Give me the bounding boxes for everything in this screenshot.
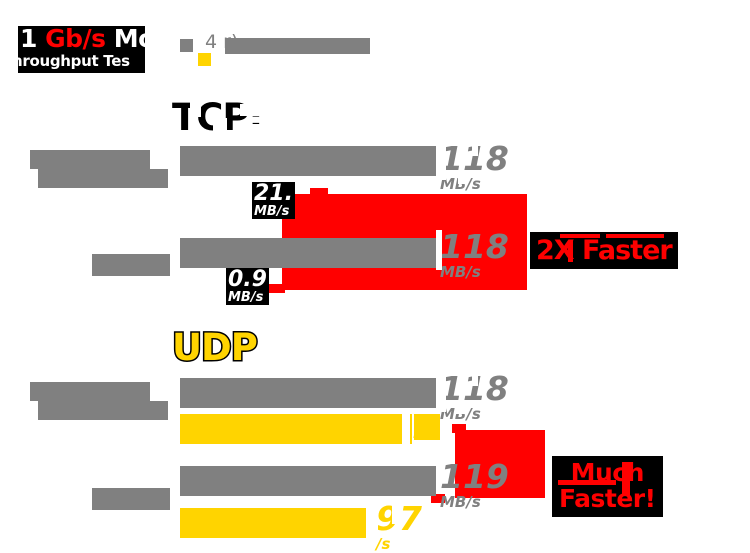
legend-swatch-grey [180,39,193,52]
callout-nib-tcp-bottom [268,284,285,293]
value-knockout-udp-r4-b [366,502,378,542]
section-heading-udp: UDP [171,325,260,371]
row-label-occluder-1 [30,150,168,188]
value-tcp-r2-grey: 118 MB/s [440,230,509,280]
bar-udp-r3-yellow-cap [414,414,440,440]
value-knockout-udp-r3-b [472,376,478,386]
page-title-line2: hroughput Tes [18,52,130,70]
bar-udp-r3-yellow [180,414,412,444]
value-knockout-udp-r4-a [392,502,401,524]
badge-2x-strike-2 [606,234,664,238]
value-udp-r4-grey-unit: MB/s [440,493,481,511]
value-knockout-tcp-r1-c [458,170,468,184]
value-udp-r4-grey: 119 MB/s [440,460,509,510]
value-tcp-r2-grey-num: 118 [440,227,509,266]
value-knockout-tcp-r1-b [472,146,478,156]
value-tcp-r2-small: 0.9 MB/s [226,268,269,305]
value-udp-r3-grey: 118 MB/s [440,372,509,422]
bar-tcp-r1-grey [180,146,436,176]
callout-nib-tcp-top [310,188,328,197]
value-udp-r4-grey-num: 119 [440,457,509,496]
badge-much-strike-2 [622,462,630,496]
callout-nib-udp-top [452,424,466,433]
bar-udp-r4-yellow [180,508,372,538]
value-tcp-r1-grey-unit: MB/s [440,175,481,193]
value-knockout-tcp-r2 [436,230,442,270]
value-tcp-r1-small-unit: MB/s [254,204,290,219]
badge-2x-strike-1 [560,234,600,238]
title-suffix: Mod [113,26,145,53]
page-title-line1: 1 Gb/s Mod [20,26,145,53]
badge-much-strike-1 [558,480,616,485]
tcp-heading-knockout-2 [213,118,227,138]
row-label-knockout-1a [30,169,38,188]
legend-swatch-yellow [198,53,211,66]
badge-2x-strike-3 [568,240,573,262]
callout-nib-udp-bottom [431,494,445,503]
bar-udp-r4-grey [180,466,436,496]
value-tcp-r1-small-num: 21. [254,181,293,206]
tcp-heading-knockout-1 [190,100,201,117]
value-knockout-udp-r3-a [436,372,446,412]
legend-occluder [225,38,370,54]
value-udp-r3-yellow-num: 1 [412,407,435,446]
value-tcp-r1-small: 21. MB/s [252,182,295,219]
value-knockout-udp-r3-d [402,410,410,446]
value-tcp-r2-small-num: 0.9 [228,267,267,292]
value-knockout-udp-r3-c [456,400,466,414]
value-udp-r3-grey-unit: MB/s [440,405,481,423]
value-tcp-r2-small-unit: MB/s [228,290,264,305]
row-label-occluder-2 [92,254,170,276]
badge-much-line2: Faster! [559,484,656,514]
value-knockout-tcp-r1-a [436,142,446,180]
row-label-tcp-1-line3: N [154,186,168,205]
bar-udp-r3-grey [180,378,436,408]
row-label-knockout-3b [150,382,168,401]
value-udp-r3-yellow: 1 [412,410,435,443]
value-udp-r4-yellow-unit: /s [376,535,391,553]
title-highlight: Gb/s [45,26,106,53]
row-label-knockout-3a [30,401,38,420]
row-label-occluder-3 [30,382,168,420]
title-prefix: 1 [20,26,46,53]
bar-tcp-r2-grey [180,238,436,268]
tcp-heading-knockout-3 [240,104,262,116]
row-label-occluder-4 [92,488,170,510]
row-label-knockout-1b [150,150,168,169]
badge-much-faster: Much Faster! [552,456,663,517]
row-label-udp-1-line3: N [154,418,168,437]
value-tcp-r2-grey-unit: MB/s [440,263,481,281]
badge-2x-faster: 2X Faster [530,232,678,269]
callout-block-udp [455,430,545,498]
tcp-heading-knockout-4 [240,124,262,134]
page-title: 1 Gb/s Mod hroughput Tes [18,26,145,73]
